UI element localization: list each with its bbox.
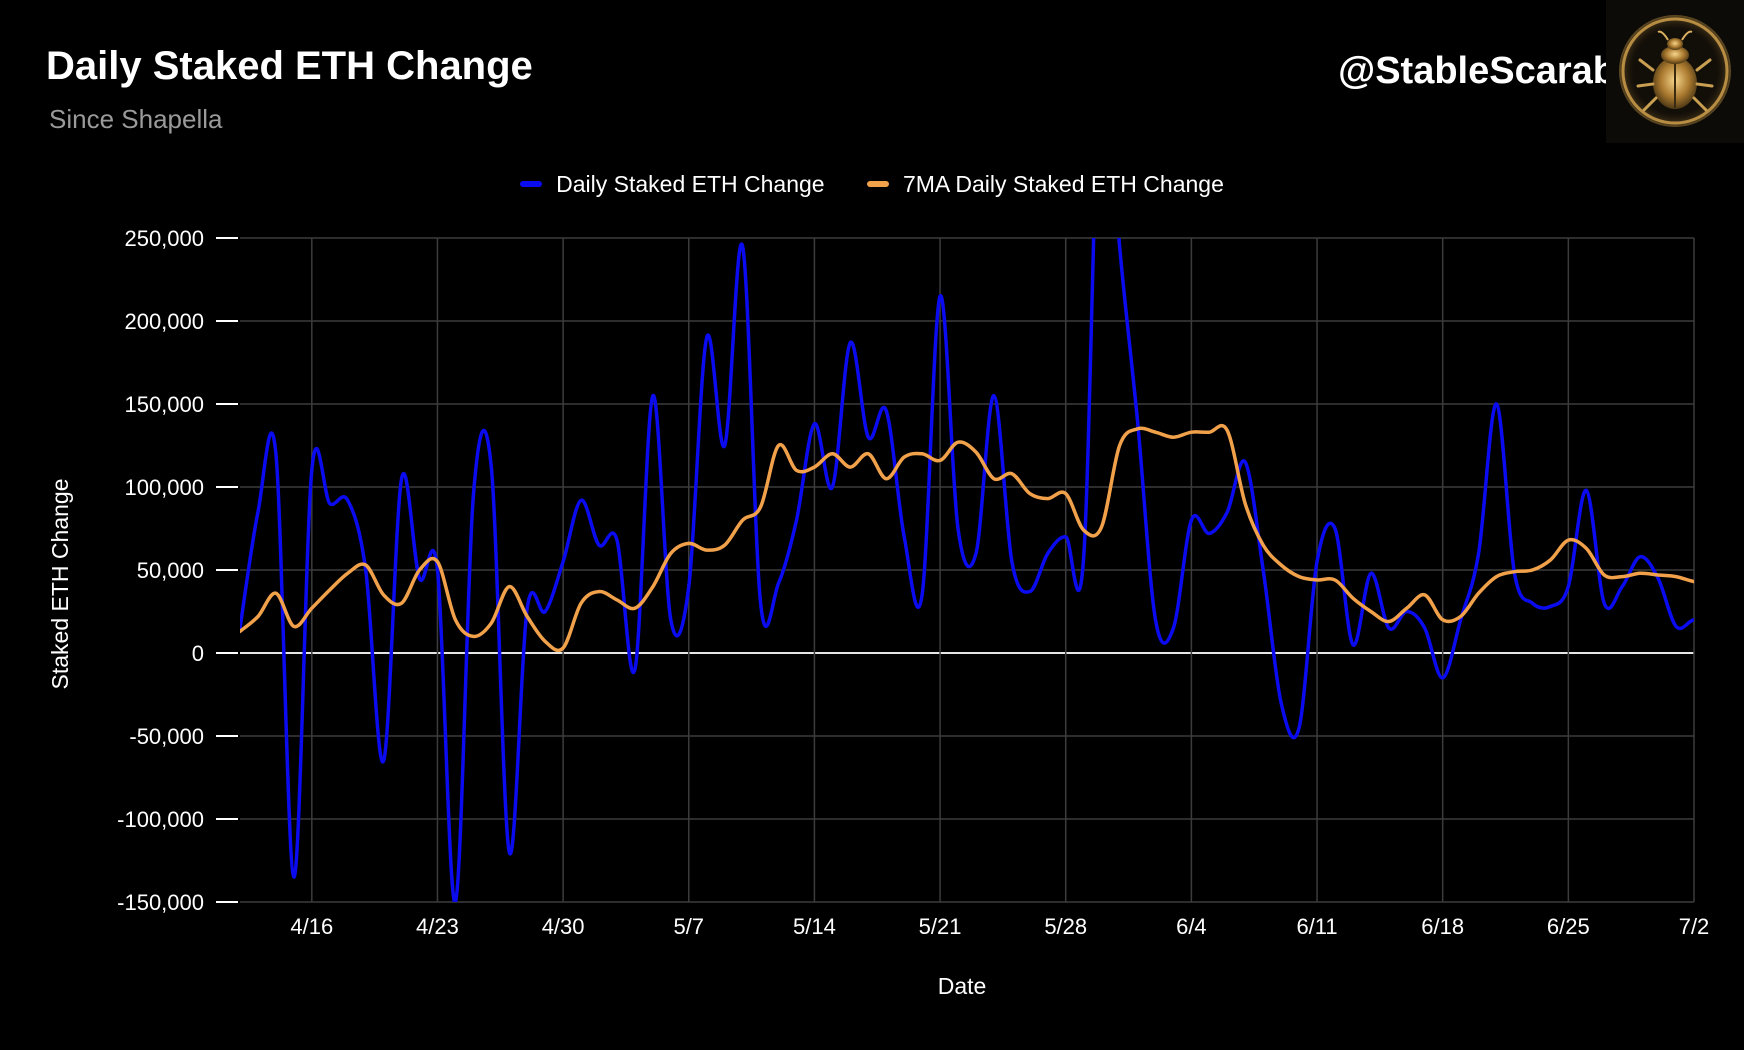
series-lines [240, 238, 1694, 902]
x-tick-label: 6/4 [1176, 914, 1207, 939]
x-tick-label: 4/23 [416, 914, 459, 939]
chart-title: Daily Staked ETH Change [46, 44, 533, 88]
chart-subtitle: Since Shapella [49, 104, 223, 134]
y-tick-label: -150,000 [117, 890, 204, 915]
legend-label-7ma: 7MA Daily Staked ETH Change [902, 170, 1224, 197]
legend-item-daily[interactable]: Daily Staked ETH Change [520, 170, 825, 198]
x-tick-label: 7/2 [1679, 914, 1710, 939]
x-tick-label: 6/11 [1296, 914, 1337, 939]
y-tick-label: -50,000 [129, 724, 204, 749]
series-line-7ma [240, 424, 1694, 653]
y-tick-label: 150,000 [124, 392, 204, 417]
series-line-daily [240, 238, 1694, 902]
legend-label-daily: Daily Staked ETH Change [556, 170, 825, 197]
legend-swatch-daily [520, 181, 543, 187]
x-axis-title: Date [938, 973, 987, 999]
y-tick-label: 250,000 [124, 226, 204, 251]
scarab-icon [1619, 15, 1731, 127]
y-tick-label: 100,000 [124, 475, 204, 500]
y-tick-label: 200,000 [124, 309, 204, 334]
legend-item-7ma[interactable]: 7MA Daily Staked ETH Change [866, 170, 1224, 198]
x-tick-label: 6/18 [1421, 914, 1464, 939]
y-axis-ticks: 250,000 200,000 150,000 100,000 50,000 0 -50,0… [117, 226, 238, 915]
y-axis-title: Staked ETH Change [47, 479, 73, 690]
x-tick-label: 5/21 [919, 914, 962, 939]
x-tick-label: 6/25 [1547, 914, 1590, 939]
x-tick-label: 4/16 [290, 914, 333, 939]
x-axis-ticks: 4/16 4/23 4/30 5/7 5/14 5/21 5/28 6/4 6/11 6/18 6/… [290, 914, 1709, 939]
x-tick-label: 4/30 [542, 914, 585, 939]
brand-handle: @StableScarab [1338, 50, 1616, 92]
x-tick-label: 5/28 [1044, 914, 1087, 939]
y-tick-label: 50,000 [137, 558, 204, 583]
x-tick-label: 5/7 [673, 914, 704, 939]
x-tick-label: 5/14 [793, 914, 836, 939]
y-tick-label: -100,000 [117, 807, 204, 832]
legend-swatch-7ma [866, 181, 889, 187]
y-tick-label: 0 [192, 641, 204, 666]
chart-legend: Daily Staked ETH Change 7MA Daily Staked… [0, 166, 1744, 198]
scarab-logo [1606, 0, 1744, 143]
